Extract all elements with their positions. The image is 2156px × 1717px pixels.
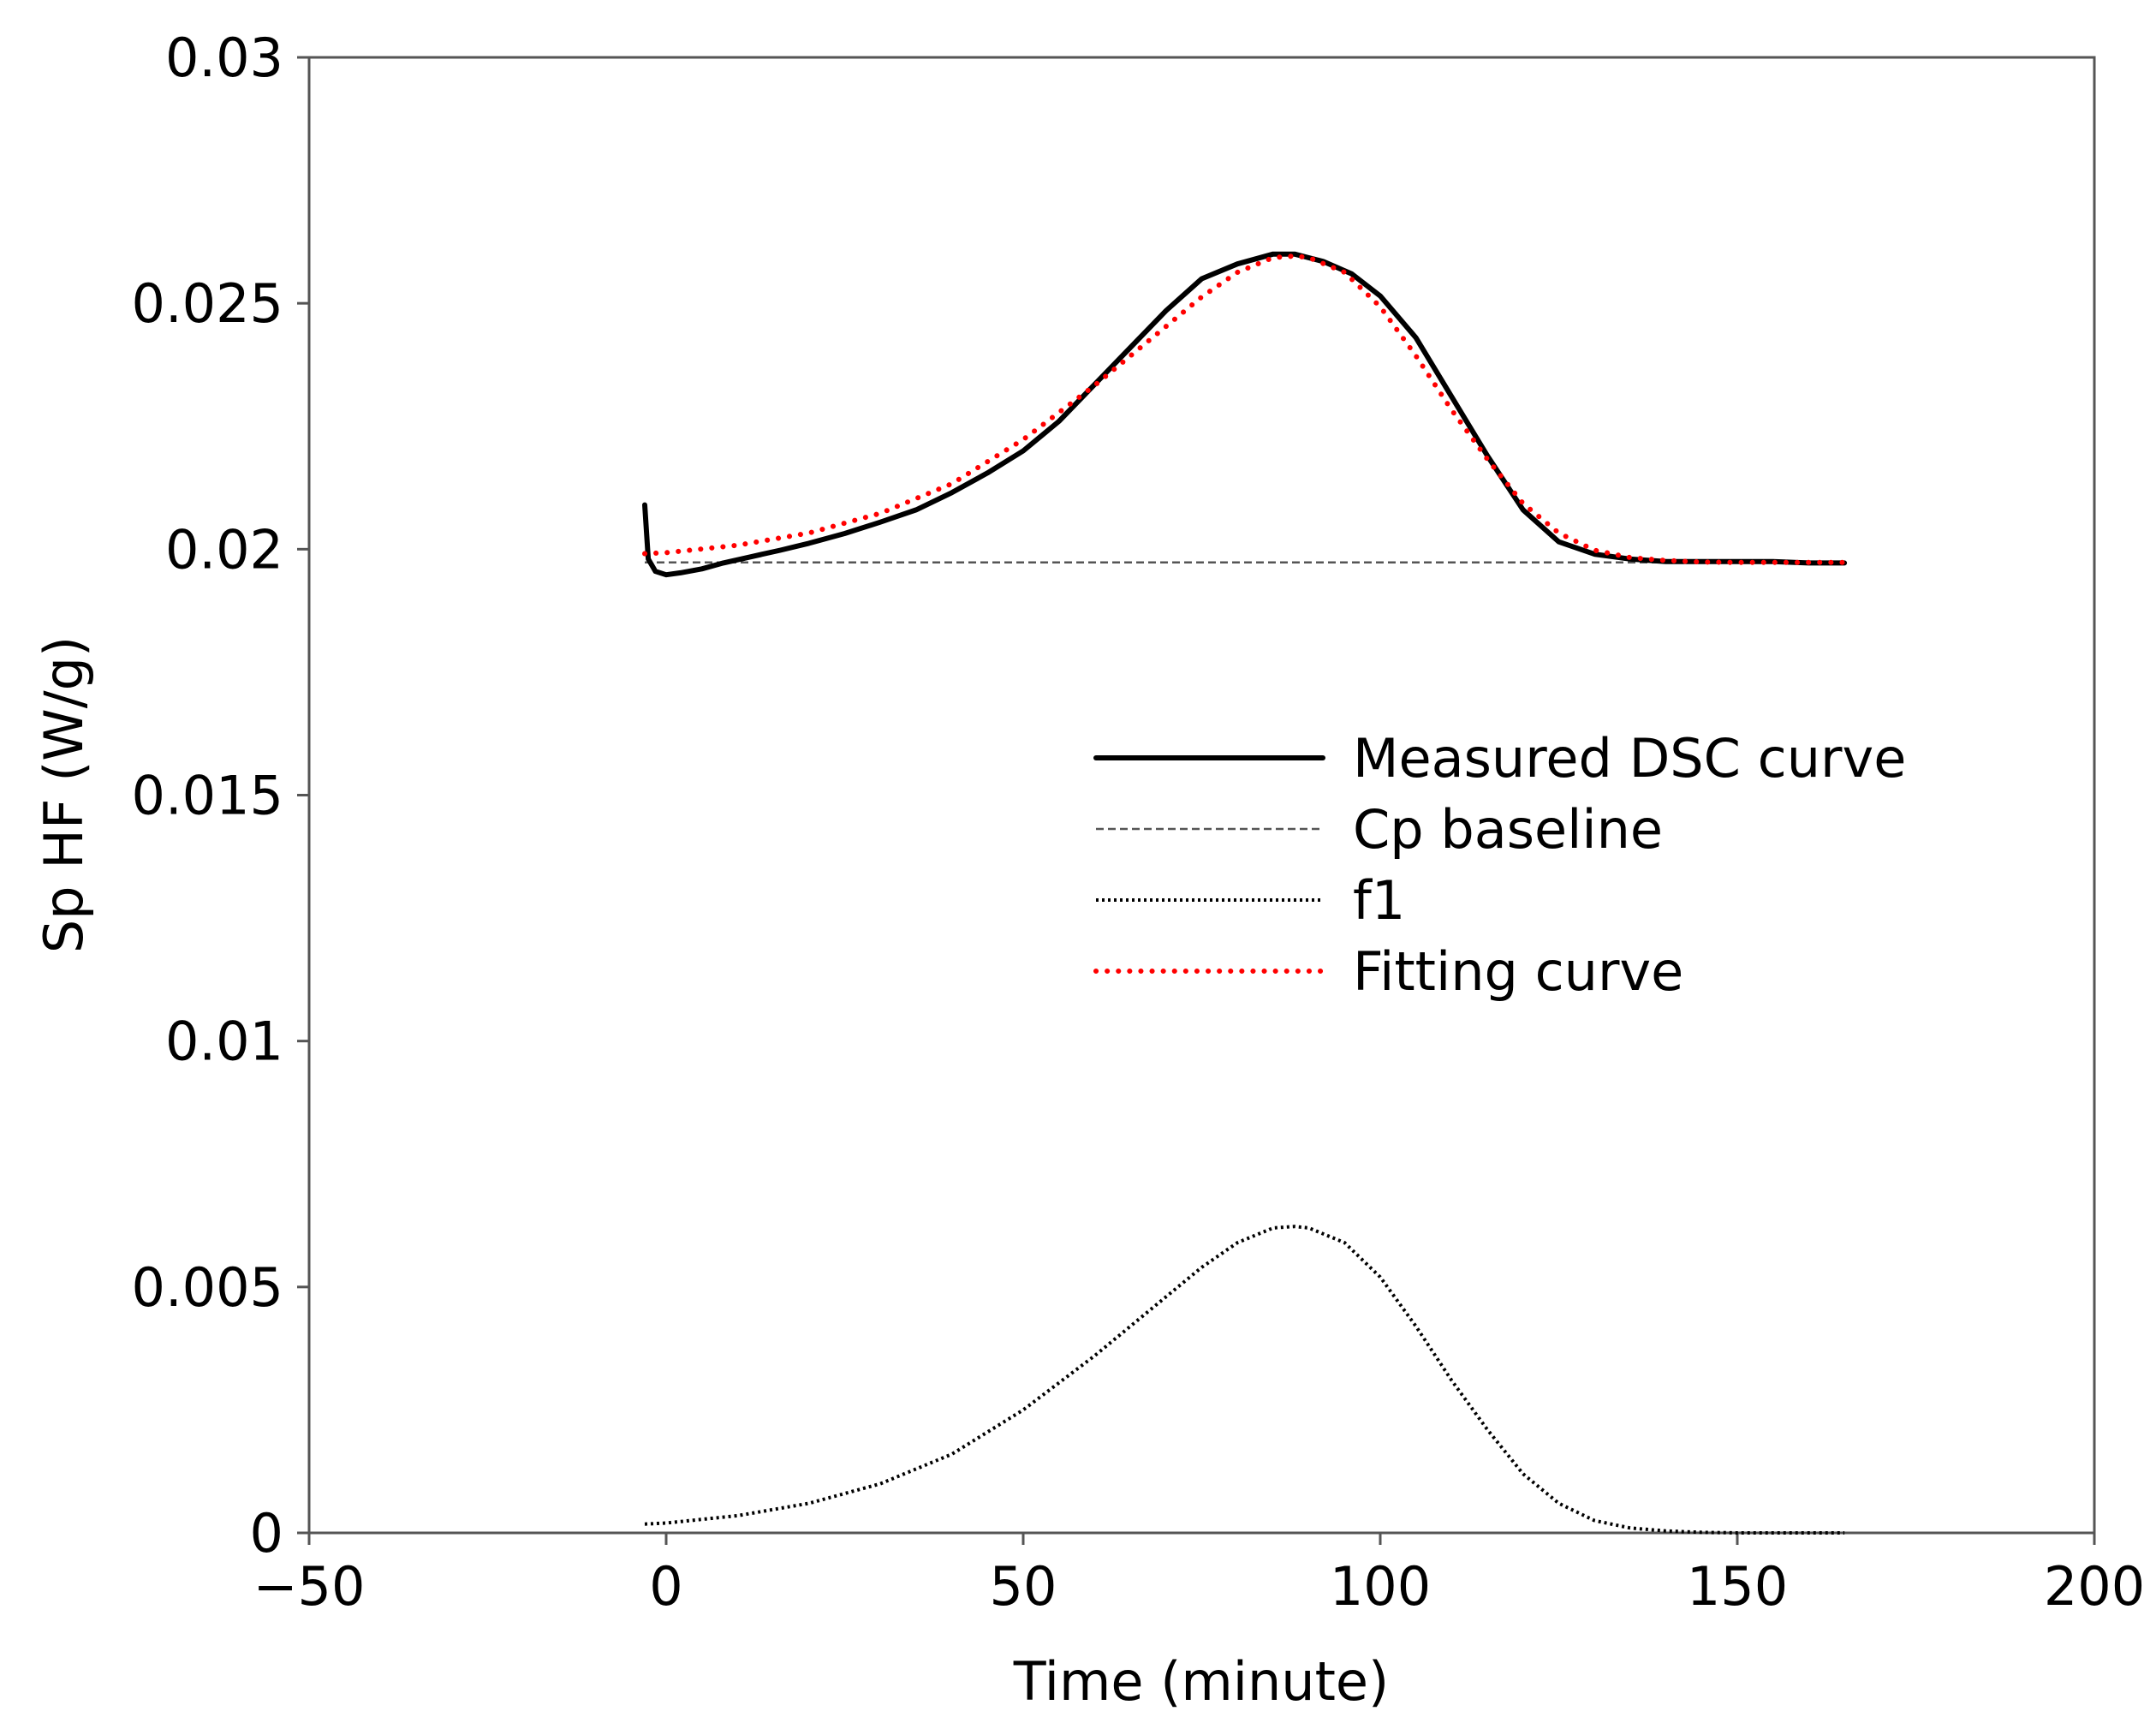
y-tick-label: 0.01 bbox=[165, 1011, 283, 1073]
series-layer bbox=[642, 251, 1848, 1535]
y-tick-label: 0.025 bbox=[132, 272, 284, 335]
series-line-measured-dsc-curve bbox=[642, 251, 1848, 578]
x-axis-title: Time (minute) bbox=[1013, 1650, 1389, 1713]
series-line-f1 bbox=[644, 1225, 1845, 1535]
x-tick-label: 100 bbox=[1330, 1555, 1431, 1618]
y-axis-title: Sp HF (W/g) bbox=[33, 636, 95, 953]
legend-label: f1 bbox=[1353, 869, 1405, 932]
x-tick-label: 0 bbox=[649, 1555, 682, 1618]
legend-label: Cp baseline bbox=[1353, 798, 1663, 861]
legend-label: Measured DSC curve bbox=[1353, 727, 1906, 790]
x-tick-label: 50 bbox=[990, 1555, 1057, 1618]
y-tick-label: 0.02 bbox=[165, 518, 283, 581]
x-tick-label: 150 bbox=[1687, 1555, 1788, 1618]
x-tick-label: −50 bbox=[253, 1555, 366, 1618]
series-line-fitting-curve bbox=[642, 253, 1848, 565]
x-axis: −50 0 50 100 150 200 bbox=[253, 1533, 2145, 1618]
legend: Measured DSC curve Cp baseline f1 Fitting c… bbox=[1093, 727, 1906, 1003]
y-tick-label: 0.005 bbox=[132, 1256, 284, 1319]
y-tick-label: 0.03 bbox=[165, 27, 283, 89]
y-tick-label: 0.015 bbox=[132, 765, 284, 827]
x-tick-label: 200 bbox=[2044, 1555, 2145, 1618]
y-tick-label: 0 bbox=[250, 1502, 283, 1565]
y-axis: 0 0.005 0.01 0.015 0.02 0.025 0.03 bbox=[132, 27, 309, 1565]
legend-label: Fitting curve bbox=[1353, 940, 1683, 1003]
